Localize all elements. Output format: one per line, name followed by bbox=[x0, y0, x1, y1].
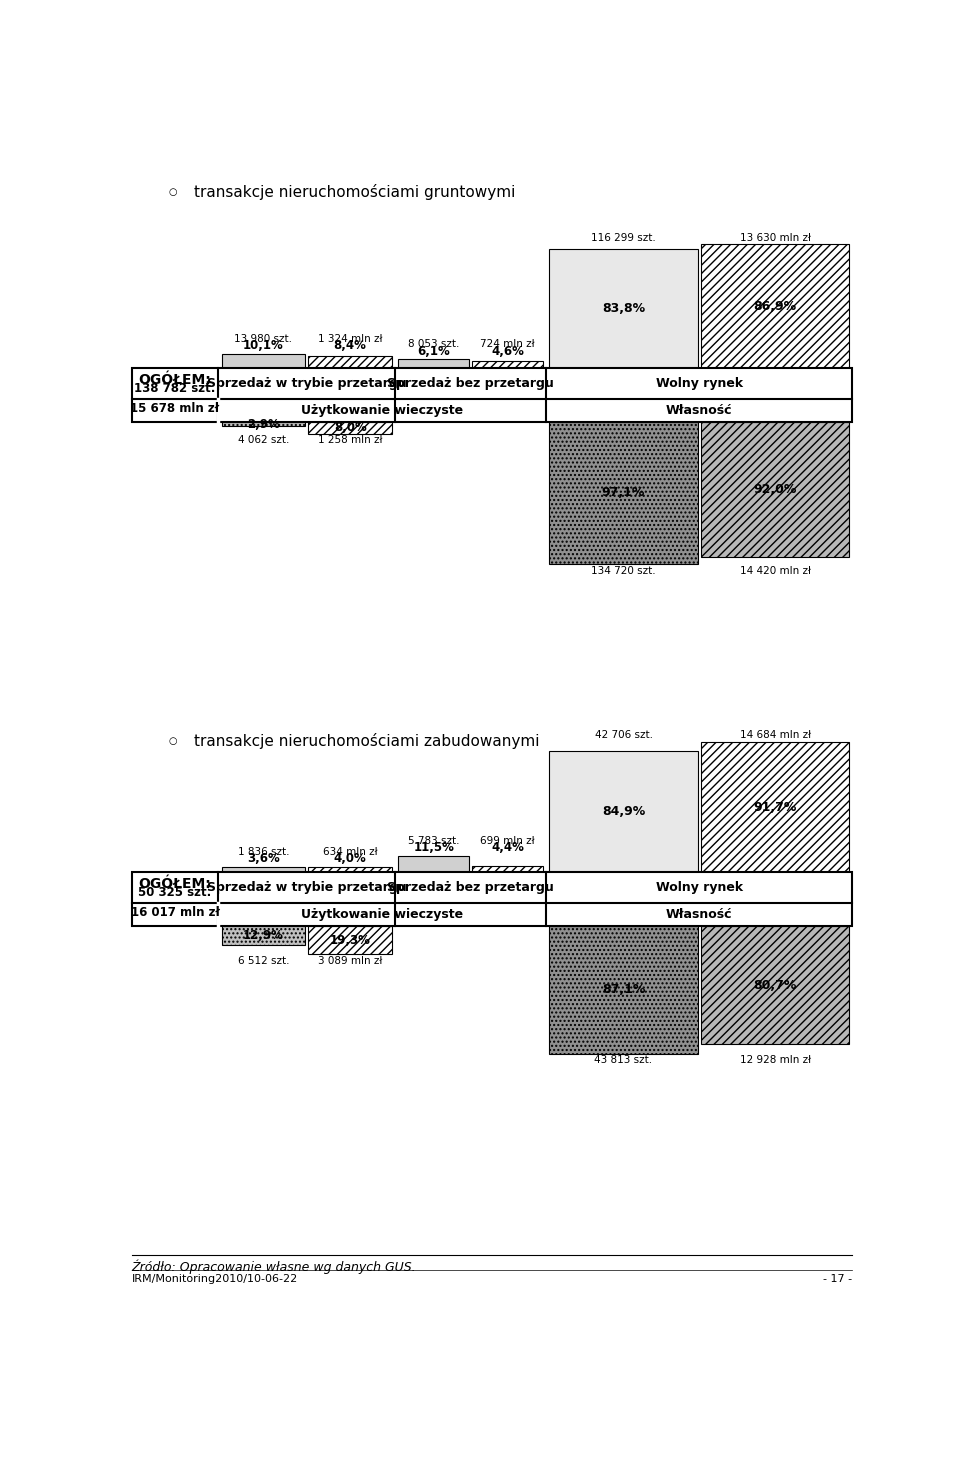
Bar bbox=[472, 867, 543, 873]
Text: ○: ○ bbox=[168, 188, 177, 197]
Text: 86,9%: 86,9% bbox=[754, 300, 797, 313]
Text: 699 mln zł: 699 mln zł bbox=[480, 836, 535, 846]
Bar bbox=[308, 422, 392, 433]
Text: Sprzedaż w trybie przetargu: Sprzedaż w trybie przetargu bbox=[207, 378, 407, 389]
Text: 43 813 szt.: 43 813 szt. bbox=[594, 1055, 653, 1065]
Text: 13 630 mln zł: 13 630 mln zł bbox=[739, 232, 810, 242]
Text: Własność: Własność bbox=[666, 404, 732, 417]
Text: 1 836 szt.: 1 836 szt. bbox=[238, 846, 289, 856]
Text: Własność: Własność bbox=[666, 908, 732, 921]
Text: 2,9%: 2,9% bbox=[247, 417, 279, 430]
Text: 5 783 szt.: 5 783 szt. bbox=[408, 836, 460, 846]
Text: 1 258 mln zł: 1 258 mln zł bbox=[318, 435, 382, 445]
Text: 8 053 szt.: 8 053 szt. bbox=[408, 339, 460, 350]
Text: 15 678 mln zł: 15 678 mln zł bbox=[131, 403, 220, 414]
Text: 12 928 mln zł: 12 928 mln zł bbox=[739, 1055, 810, 1065]
Text: Sprzedaż w trybie przetargu: Sprzedaż w trybie przetargu bbox=[207, 881, 407, 895]
Text: Użytkowanie wieczyste: Użytkowanie wieczyste bbox=[301, 908, 464, 921]
Text: 116 299 szt.: 116 299 szt. bbox=[591, 232, 656, 242]
Text: 4,4%: 4,4% bbox=[492, 842, 524, 855]
Text: 12,9%: 12,9% bbox=[243, 930, 284, 942]
Bar bbox=[308, 867, 392, 873]
Text: 91,7%: 91,7% bbox=[754, 801, 797, 814]
Bar bbox=[222, 927, 305, 945]
Text: Sprzedaż bez przetargu: Sprzedaż bez przetargu bbox=[387, 378, 554, 389]
Bar bbox=[701, 422, 850, 557]
Text: ○: ○ bbox=[168, 736, 177, 746]
Bar bbox=[308, 927, 392, 955]
Bar bbox=[549, 248, 698, 369]
Bar bbox=[398, 856, 469, 873]
Text: 92,0%: 92,0% bbox=[754, 483, 797, 495]
Bar bbox=[222, 422, 305, 426]
Text: Użytkowanie wieczyste: Użytkowanie wieczyste bbox=[301, 404, 464, 417]
Bar bbox=[132, 369, 852, 422]
Text: 1 324 mln zł: 1 324 mln zł bbox=[318, 333, 382, 344]
Text: transakcje nieruchomościami zabudowanymi: transakcje nieruchomościami zabudowanymi bbox=[194, 733, 540, 749]
Text: IRM/Monitoring2010/10-06-22: IRM/Monitoring2010/10-06-22 bbox=[132, 1274, 298, 1284]
Text: 3 089 mln zł: 3 089 mln zł bbox=[318, 956, 382, 967]
Bar bbox=[701, 742, 850, 873]
Bar bbox=[701, 927, 850, 1044]
Text: 19,3%: 19,3% bbox=[329, 934, 371, 948]
Text: 138 782 szt.: 138 782 szt. bbox=[134, 382, 216, 395]
Text: OGÓŁEM:: OGÓŁEM: bbox=[138, 373, 211, 386]
Bar bbox=[398, 360, 469, 369]
Text: 13 980 szt.: 13 980 szt. bbox=[234, 333, 293, 344]
Text: 84,9%: 84,9% bbox=[602, 805, 645, 818]
Text: 6 512 szt.: 6 512 szt. bbox=[238, 956, 289, 967]
Text: 10,1%: 10,1% bbox=[243, 339, 284, 353]
Text: 80,7%: 80,7% bbox=[754, 978, 797, 992]
Text: 16 017 mln zł: 16 017 mln zł bbox=[131, 906, 220, 920]
Bar bbox=[222, 867, 305, 873]
Bar bbox=[549, 422, 698, 564]
Text: 3,6%: 3,6% bbox=[247, 852, 279, 865]
Text: 634 mln zł: 634 mln zł bbox=[323, 846, 377, 856]
Bar bbox=[701, 244, 850, 369]
Text: 4,0%: 4,0% bbox=[334, 852, 367, 865]
Bar bbox=[222, 354, 305, 369]
Text: 14 420 mln zł: 14 420 mln zł bbox=[739, 566, 810, 576]
Text: Sprzedaż bez przetargu: Sprzedaż bez przetargu bbox=[387, 881, 554, 895]
Text: 11,5%: 11,5% bbox=[413, 842, 454, 855]
Bar bbox=[549, 752, 698, 873]
Bar bbox=[132, 873, 852, 927]
Text: 4 062 szt.: 4 062 szt. bbox=[238, 435, 289, 445]
Text: - 17 -: - 17 - bbox=[824, 1274, 852, 1284]
Text: 42 706 szt.: 42 706 szt. bbox=[594, 730, 653, 740]
Text: Wolny rynek: Wolny rynek bbox=[656, 378, 743, 389]
Text: OGÓŁEM:: OGÓŁEM: bbox=[138, 877, 211, 892]
Text: 6,1%: 6,1% bbox=[418, 345, 450, 358]
Bar bbox=[549, 927, 698, 1053]
Text: 83,8%: 83,8% bbox=[602, 301, 645, 314]
Text: 97,1%: 97,1% bbox=[602, 486, 645, 499]
Text: 724 mln zł: 724 mln zł bbox=[480, 339, 535, 350]
Bar bbox=[308, 355, 392, 369]
Text: 4,6%: 4,6% bbox=[492, 345, 524, 358]
Bar bbox=[472, 361, 543, 369]
Text: 8,4%: 8,4% bbox=[334, 339, 367, 353]
Text: 134 720 szt.: 134 720 szt. bbox=[591, 566, 656, 576]
Text: 87,1%: 87,1% bbox=[602, 983, 645, 996]
Text: 8,0%: 8,0% bbox=[334, 422, 367, 435]
Text: transakcje nieruchomościami gruntowymi: transakcje nieruchomościami gruntowymi bbox=[194, 185, 515, 200]
Text: 14 684 mln zł: 14 684 mln zł bbox=[739, 730, 810, 740]
Text: Wolny rynek: Wolny rynek bbox=[656, 881, 743, 895]
Text: Źródło: Opracowanie własne wg danych GUS.: Źródło: Opracowanie własne wg danych GUS… bbox=[132, 1260, 417, 1274]
Text: 50 325 szt.: 50 325 szt. bbox=[138, 886, 211, 899]
